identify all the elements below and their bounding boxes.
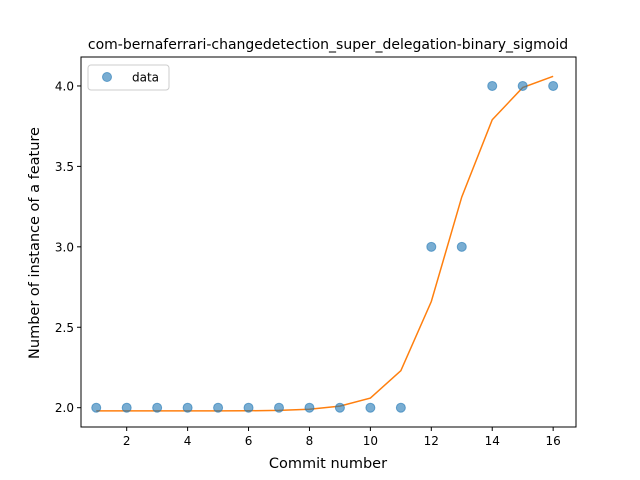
data-point bbox=[91, 402, 102, 413]
x-tick-label: 4 bbox=[184, 434, 192, 448]
data-point bbox=[426, 241, 437, 252]
y-tick-label: 3.0 bbox=[55, 240, 74, 254]
data-point bbox=[152, 402, 163, 413]
legend-frame bbox=[87, 64, 170, 91]
data-point bbox=[243, 402, 254, 413]
legend-marker-data bbox=[102, 72, 112, 82]
y-tick-label: 4.0 bbox=[55, 79, 74, 93]
chart-title: com-bernaferrari-changedetection_super_d… bbox=[88, 37, 568, 53]
data-point bbox=[121, 402, 132, 413]
data-point bbox=[304, 402, 315, 413]
data-point bbox=[182, 402, 193, 413]
y-tick-label: 2.0 bbox=[55, 401, 74, 415]
x-tick-label: 16 bbox=[546, 434, 561, 448]
x-axis-label: Commit number bbox=[269, 456, 387, 472]
y-axis-label: Number of instance of a feature bbox=[27, 127, 43, 359]
data-point bbox=[365, 402, 376, 413]
x-tick-label: 12 bbox=[424, 434, 439, 448]
x-tick-label: 2 bbox=[123, 434, 131, 448]
x-tick-label: 8 bbox=[306, 434, 314, 448]
x-tick-label: 14 bbox=[485, 434, 500, 448]
data-point bbox=[395, 402, 406, 413]
fit-line bbox=[96, 75, 554, 412]
data-point bbox=[274, 402, 284, 413]
y-tick-label: 3.5 bbox=[55, 160, 74, 174]
x-tick-label: 10 bbox=[363, 434, 378, 448]
data-point bbox=[456, 241, 467, 252]
y-tick-label: 2.5 bbox=[55, 321, 74, 335]
data-point bbox=[487, 80, 498, 91]
x-tick-label: 6 bbox=[245, 434, 253, 448]
legend: data bbox=[87, 64, 170, 91]
data-point bbox=[213, 402, 224, 413]
plot-frame bbox=[80, 56, 577, 428]
legend-label-data: data bbox=[132, 71, 159, 85]
data-point bbox=[517, 80, 528, 91]
data-point bbox=[548, 80, 559, 91]
data-point bbox=[334, 402, 345, 413]
